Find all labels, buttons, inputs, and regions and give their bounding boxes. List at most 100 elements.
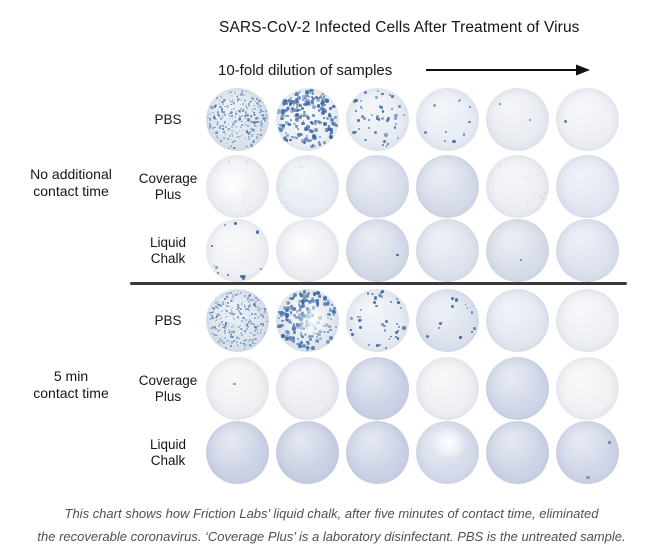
plaque-dot	[320, 105, 325, 110]
plaque-dot	[231, 117, 233, 119]
plaque-dot	[241, 110, 244, 113]
plaque-dot	[245, 138, 247, 140]
plaque-dot	[297, 96, 302, 101]
grain-dot	[544, 192, 546, 194]
plaque-dot	[285, 107, 289, 111]
plaque-dot	[394, 117, 398, 121]
plaque-dot	[263, 115, 265, 117]
grain-dot	[517, 176, 519, 177]
plaque-dot	[314, 119, 318, 123]
plaque-dot	[257, 133, 260, 136]
clear-patch	[430, 428, 469, 458]
plaque-dot	[289, 311, 292, 314]
plaque-dot	[349, 317, 353, 321]
plaque-dot	[214, 118, 217, 121]
plaque-dot	[397, 325, 400, 328]
plaque-dot	[245, 339, 247, 341]
plaque-dot	[256, 305, 259, 308]
plaque-dot	[225, 346, 227, 349]
grain-dot	[286, 206, 289, 208]
grain-dot	[499, 166, 501, 168]
plaque-dot	[302, 114, 305, 118]
grain-dot	[525, 175, 527, 178]
well-s2-liquid-chalk-d6	[556, 421, 619, 484]
well-s2-liquid-chalk-d2	[276, 421, 339, 484]
plaque-dot	[310, 144, 314, 149]
grain-dot	[533, 190, 535, 192]
plaque-dot	[281, 334, 285, 338]
plaque-dot	[279, 124, 283, 128]
plaque-dot	[241, 124, 243, 126]
plaque-dot	[224, 309, 227, 311]
plaque-dot	[307, 96, 311, 99]
plaque-dot	[230, 95, 233, 98]
plaque-dot	[230, 345, 233, 348]
plaque-dot	[329, 336, 334, 340]
plaque-dot	[323, 110, 328, 114]
plaque-dot	[220, 139, 222, 142]
plaque-dot	[213, 116, 216, 120]
plaque-dot	[242, 103, 245, 105]
plaque-dot	[242, 274, 246, 278]
plaque-dot	[210, 106, 213, 109]
plaque-dot	[245, 114, 248, 117]
plaque-dot	[439, 322, 442, 325]
plaque-dot	[226, 302, 229, 305]
plaque-dot	[216, 123, 218, 126]
plaque-dot	[228, 114, 231, 117]
grain-dot	[315, 208, 316, 210]
plaque-dot	[259, 134, 263, 137]
plaque-dot	[247, 324, 249, 327]
grain-dot	[300, 204, 302, 207]
plaque-dot	[219, 314, 222, 316]
plaque-dot	[240, 126, 242, 129]
plaque-dot	[383, 324, 386, 328]
grain-dot	[307, 157, 309, 160]
plaque-dot	[239, 313, 242, 315]
grain-dot	[496, 185, 498, 187]
plaque-dot	[211, 126, 214, 130]
grain-dot	[509, 213, 512, 215]
plaque-dot	[232, 103, 234, 105]
grain-dot	[505, 176, 507, 178]
plaque-dot	[305, 345, 309, 349]
plaque-dot	[221, 103, 224, 105]
plaque-dot	[290, 305, 293, 308]
plaque-dot	[254, 316, 256, 319]
grain-dot	[292, 184, 294, 186]
plaque-dot	[239, 140, 241, 142]
grain-dot	[218, 171, 220, 174]
plaque-dot	[306, 291, 310, 295]
plaque-dot	[241, 328, 243, 330]
plaque-dot	[249, 332, 252, 335]
plaque-dot	[251, 110, 254, 113]
plaque-dot	[231, 121, 234, 124]
plaque-dot	[241, 320, 244, 323]
plaque-dot	[218, 115, 220, 117]
plaque-dot	[237, 93, 240, 96]
plaque-dot	[397, 337, 400, 340]
grain-dot	[262, 186, 265, 189]
plaque-dot	[245, 90, 247, 93]
plaque-dot	[225, 316, 227, 319]
plaque-dot	[262, 312, 264, 314]
plaque-dot	[215, 333, 218, 336]
plaque-dot	[236, 308, 239, 310]
grain-dot	[509, 176, 512, 178]
plaque-dot	[245, 123, 247, 126]
plaque-dot	[289, 102, 293, 106]
plaque-dot	[236, 97, 239, 99]
plaque-dot	[213, 105, 216, 108]
plaque-dot	[263, 116, 265, 119]
plaque-dot	[396, 136, 399, 140]
plaque-dot	[232, 130, 235, 132]
plaque-dot	[258, 311, 260, 313]
plaque-dot	[519, 259, 522, 262]
plaque-dot	[324, 127, 328, 131]
grain-dot	[322, 169, 324, 171]
grain-dot	[542, 188, 544, 190]
plaque-dot	[250, 120, 252, 122]
plaque-dot	[248, 304, 251, 307]
well-s2-pbs-d1	[206, 289, 269, 352]
plaque-dot	[239, 311, 241, 314]
